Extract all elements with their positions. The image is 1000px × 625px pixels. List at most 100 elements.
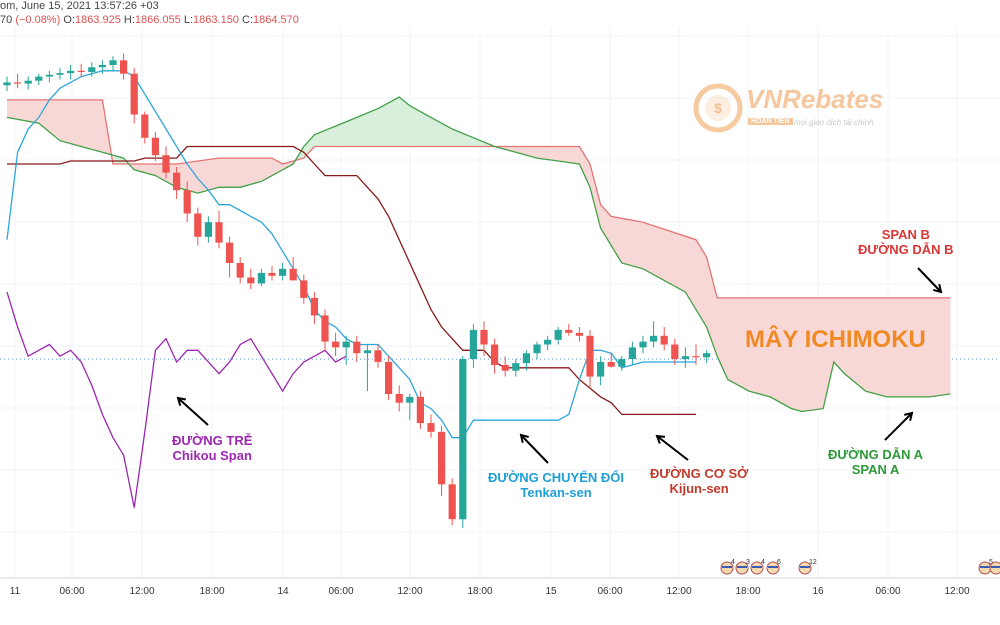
last-value-fragment: 70 [0,14,13,26]
candle-body [660,335,668,345]
arrow-shaft [520,434,549,464]
x-tick-label: 12:00 [666,586,691,597]
candle-body [681,356,689,360]
candle [310,292,318,325]
candle [194,207,202,246]
candle [56,67,64,80]
candle [586,329,594,389]
candle [247,268,255,290]
candle-body [544,339,552,345]
candle-body [363,350,371,354]
candle-body [151,137,159,156]
chikou-line1: ĐƯỜNG TRỄ [172,433,253,448]
candle [289,257,297,281]
span-b-label: SPAN B ĐƯỜNG DẪN B [858,227,954,257]
x-tick-label: 12:00 [129,586,154,597]
candle [173,166,181,199]
candle-body [533,344,541,354]
event-badges: 4 3 4 6 12 57 [720,559,1000,575]
candle-body [671,344,679,360]
span-a-line2: SPAN A [851,462,900,477]
tenkan-line2: Tenkan-sen [520,485,592,500]
tenkan-label: ĐƯỜNG CHUYỂN ĐỔI Tenkan-sen [488,470,624,500]
arrow-head [933,283,943,294]
candle [98,60,106,74]
candle-body [512,363,520,371]
candle-body [215,222,223,243]
candle [395,385,403,412]
candle-body [395,394,403,403]
bullish-cloud-segment [113,155,129,164]
bullish-cloud-segment [295,97,495,161]
candle [120,53,128,80]
grid [0,28,1000,578]
candle [597,356,605,386]
x-tick-label: 06:00 [328,586,353,597]
flag-icon-stripe [752,566,762,568]
candle [77,63,85,77]
candle [671,338,679,365]
x-tick-label: 14 [277,586,289,597]
high-value: 1866.055 [134,14,181,26]
kijun-arrow [655,434,689,461]
candle-body [120,60,128,74]
candle [385,356,393,400]
candle-body [480,329,488,345]
badge-count: 4 [731,559,735,566]
candle-body [565,329,573,333]
candle [681,347,689,368]
span-a-arrow [884,411,914,441]
arrow-head [655,434,666,444]
candle-body [88,67,96,72]
candle-body [416,396,424,424]
candle-body [406,396,414,403]
candle-body [332,341,340,348]
arrow-head [519,433,529,444]
candle [512,359,520,377]
candle [3,76,11,92]
candle [639,335,647,354]
candle [300,274,308,304]
low-label: L: [183,14,194,26]
span-b-line2: ĐƯỜNG DẪN B [858,242,954,257]
candle [130,67,138,124]
candle-body [162,155,170,173]
candle-body [448,484,456,520]
candle-body [77,70,85,72]
candle [660,327,668,351]
candle-body [98,64,106,68]
badge-count: 12 [809,559,817,566]
candle [628,341,636,365]
logo-icon: $ [693,83,743,133]
candle-body [554,329,562,340]
candle [162,146,170,179]
event-badge: 4 [720,559,735,575]
candle [268,265,276,281]
candle [257,268,265,287]
chikou-line2: Chikou Span [172,448,252,463]
candle [607,353,615,368]
event-badge: 5 [978,559,993,575]
candles [3,53,711,528]
candle-body [247,277,255,284]
candle-body [130,73,138,115]
candle-body [628,347,636,359]
span-a-label: ĐƯỜNG DẪN A SPAN A [828,447,923,477]
x-tick-label: 12:00 [397,586,422,597]
candle [45,70,53,83]
badge-count: 3 [746,559,750,566]
x-tick-label: 18:00 [735,586,760,597]
candle-body [173,172,181,191]
tenkan-arrow [519,433,549,464]
svg-text:$: $ [714,100,722,116]
candle-body [194,213,202,237]
candle [692,344,700,365]
candle [469,324,477,368]
candle-body [257,272,265,284]
candle [480,321,488,357]
candle-body [618,359,626,367]
candle-body [24,80,32,84]
candle-body [703,353,711,358]
candle-body [310,297,318,316]
